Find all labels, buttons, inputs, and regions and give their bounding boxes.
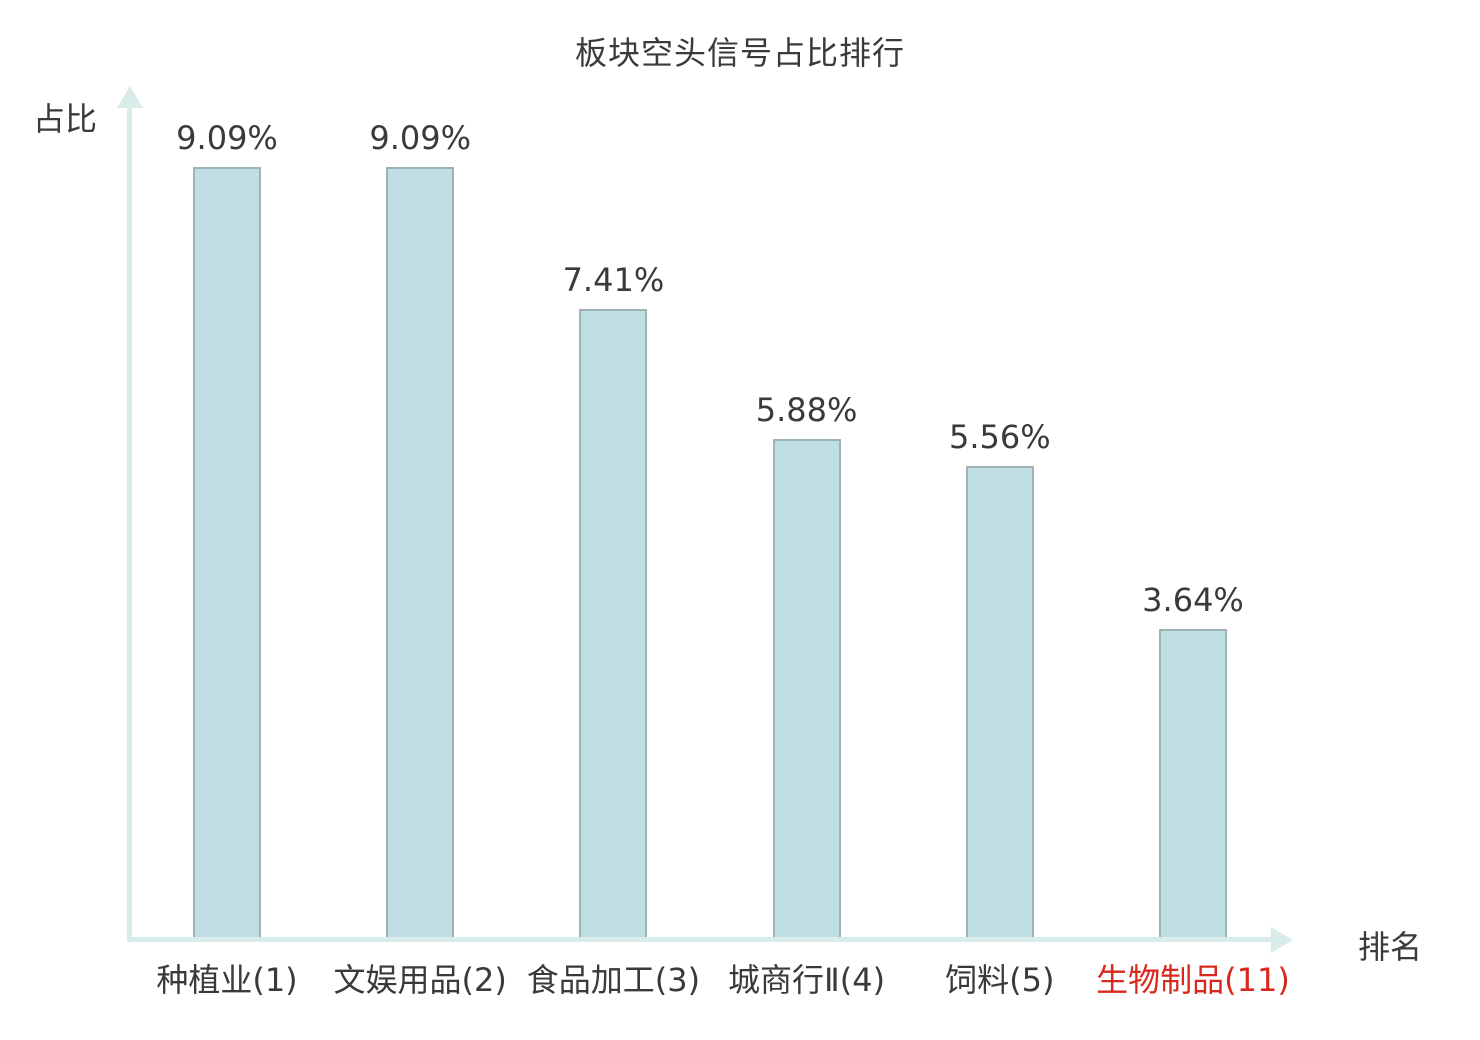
bar (386, 167, 455, 937)
x-axis-label: 排名 (1358, 928, 1423, 966)
bar-category-label: 文娱用品(2) (333, 961, 507, 999)
bar (965, 466, 1034, 937)
x-axis-arrow-icon (1271, 926, 1293, 953)
bar-value-label: 3.64% (1142, 580, 1244, 619)
bar-value-label: 5.56% (948, 418, 1051, 457)
y-axis-arrow-icon (117, 86, 143, 108)
bar-category-label: 生物制品(11) (1096, 961, 1290, 999)
bar (193, 167, 261, 937)
bar-category-label: 饲料(5) (945, 961, 1055, 999)
bar-value-label: 9.09% (369, 119, 472, 157)
y-axis-line (127, 102, 132, 942)
bar-category-label: 城商行Ⅱ(4) (728, 961, 886, 999)
bar-value-label: 7.41% (562, 261, 665, 300)
bar-value-label: 5.88% (755, 390, 858, 429)
chart-title: 板块空头信号占比排行 (574, 34, 905, 72)
bar (579, 309, 648, 937)
y-axis-label: 占比 (33, 100, 98, 138)
bar-category-label: 食品加工(3) (526, 961, 701, 999)
x-axis-line (127, 937, 1275, 942)
bar (1159, 628, 1227, 937)
bar-category-label: 种植业(1) (156, 961, 298, 999)
bar-value-label: 9.09% (176, 119, 278, 157)
bar (772, 438, 841, 937)
